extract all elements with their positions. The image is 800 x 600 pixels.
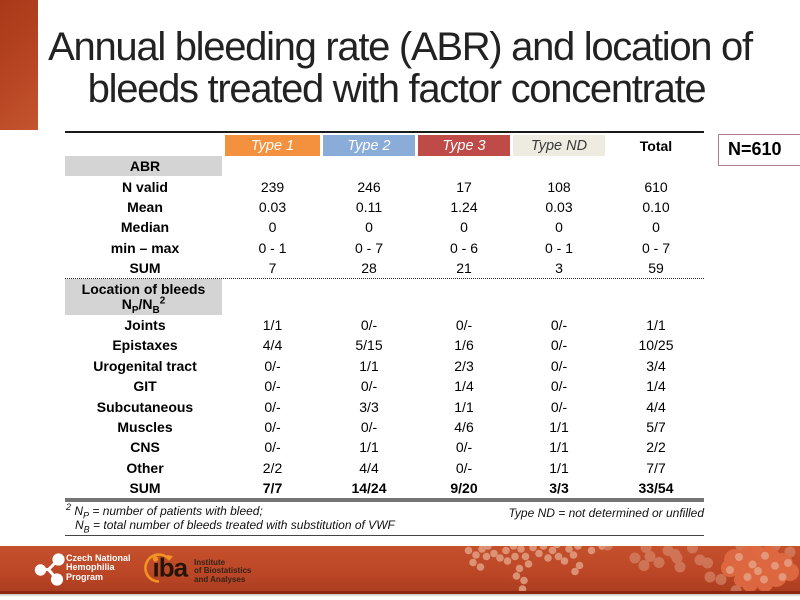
- svg-text:iba: iba: [153, 553, 189, 583]
